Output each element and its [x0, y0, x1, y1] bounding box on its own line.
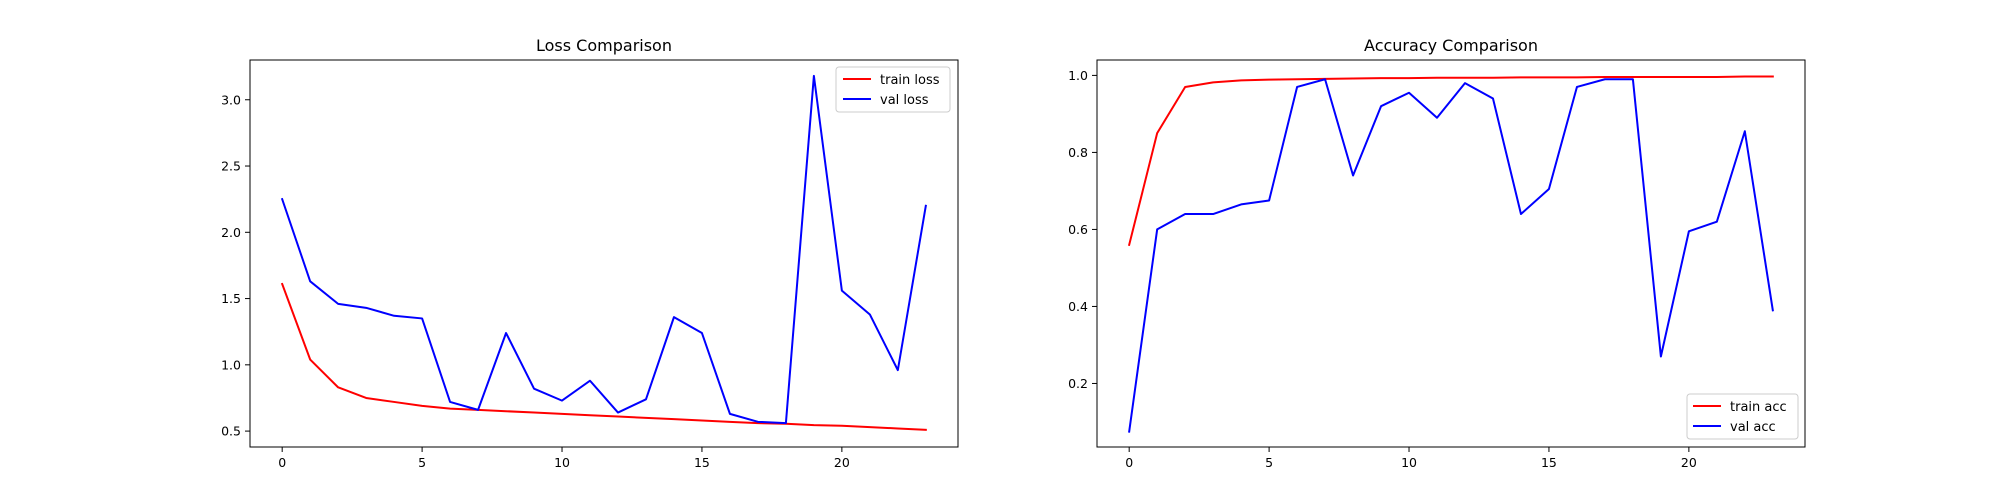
accuracy-y-tick-label: 1.0: [1068, 68, 1088, 83]
loss-y-tick-label: 2.0: [221, 225, 241, 240]
accuracy-x-tick-label: 5: [1265, 455, 1273, 470]
loss-chart-title: Loss Comparison: [536, 36, 672, 55]
accuracy-x-ticks: 0 5 10 15 20: [1125, 447, 1697, 470]
loss-plot-frame: [249, 59, 959, 448]
accuracy-plot-frame: [1096, 59, 1806, 448]
accuracy-series-val-acc: [1128, 78, 1774, 433]
loss-y-tick-label: 1.0: [221, 357, 241, 372]
loss-y-ticks: 0.5 1.0 1.5 2.0 2.5 3.0: [221, 92, 250, 439]
loss-legend-label-train: train loss: [880, 73, 940, 88]
loss-x-tick-label: 10: [554, 455, 570, 470]
loss-y-tick-label: 1.5: [221, 291, 241, 306]
accuracy-x-tick-label: 15: [1541, 455, 1557, 470]
loss-x-tick-label: 5: [418, 455, 426, 470]
accuracy-lines: [1127, 75, 1774, 433]
accuracy-legend-label-train: train acc: [1730, 400, 1787, 415]
loss-chart: Loss Comparison 0 5 10 15 20 0.5 1.0 1.5 2.0 2.5…: [221, 36, 959, 470]
accuracy-y-tick-label: 0.4: [1068, 299, 1088, 314]
accuracy-y-tick-label: 0.8: [1068, 145, 1088, 160]
accuracy-chart-title: Accuracy Comparison: [1364, 36, 1538, 55]
accuracy-x-tick-label: 20: [1681, 455, 1697, 470]
loss-x-tick-label: 0: [278, 455, 286, 470]
loss-lines: [280, 74, 927, 431]
loss-y-tick-label: 2.5: [221, 159, 241, 174]
loss-y-tick-label: 3.0: [221, 92, 241, 107]
loss-series-train-loss: [280, 282, 927, 431]
loss-x-tick-label: 15: [694, 455, 710, 470]
loss-x-ticks: 0 5 10 15 20: [278, 447, 850, 470]
accuracy-y-tick-label: 0.6: [1068, 222, 1088, 237]
loss-y-tick-label: 0.5: [221, 424, 241, 439]
accuracy-y-tick-label: 0.2: [1068, 376, 1088, 391]
accuracy-legend-label-val: val acc: [1730, 420, 1776, 435]
accuracy-x-tick-label: 0: [1125, 455, 1133, 470]
accuracy-chart: Accuracy Comparison 0 5 10 15 20 0.20.40.60.…: [1068, 36, 1806, 470]
accuracy-series-train-acc: [1127, 75, 1774, 247]
accuracy-x-tick-label: 10: [1401, 455, 1417, 470]
loss-series-val-loss: [280, 74, 927, 425]
accuracy-y-ticks: 0.2 0.4 0.6 0.8 1.0: [1068, 68, 1097, 391]
accuracy-legend: train acc val acc: [1686, 393, 1799, 440]
loss-x-tick-label: 20: [834, 455, 850, 470]
loss-legend-label-val: val loss: [880, 93, 929, 108]
loss-legend: train loss val loss: [835, 66, 951, 113]
